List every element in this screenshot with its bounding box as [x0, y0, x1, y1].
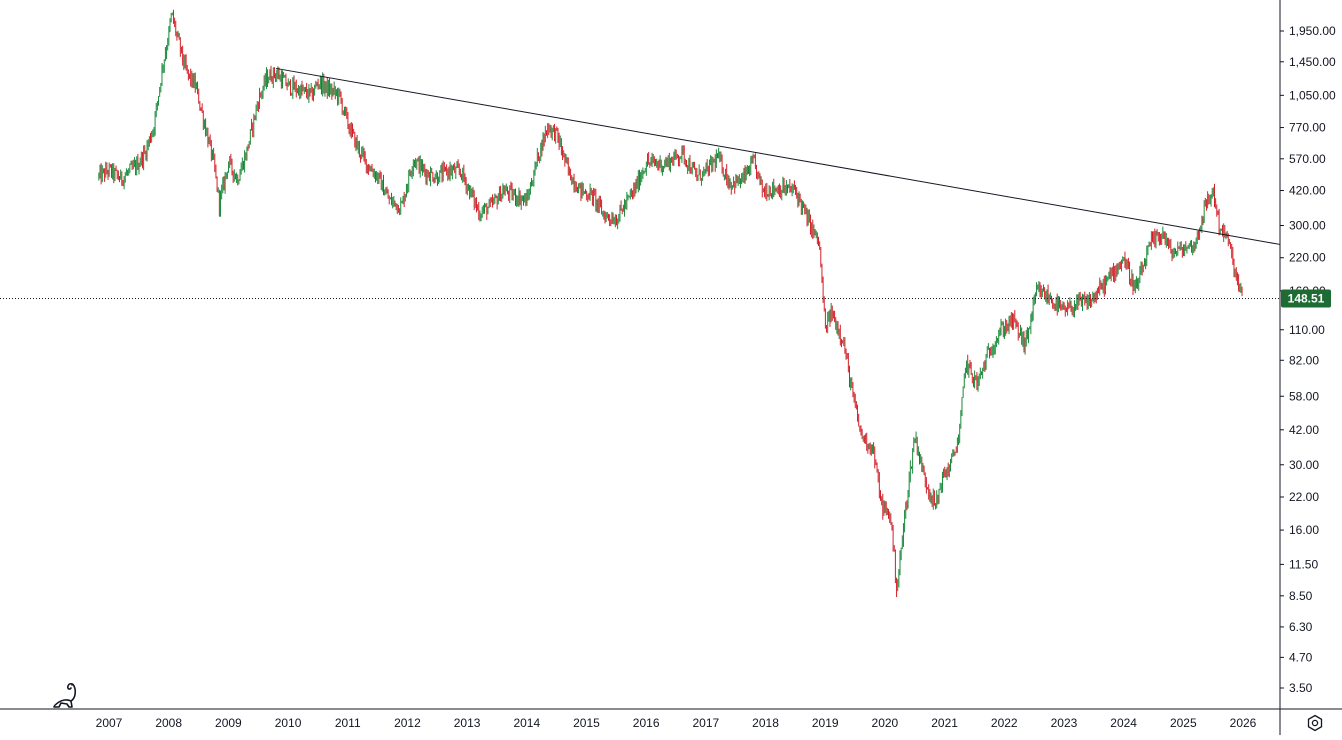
- y-tick-label[interactable]: 82.00: [1289, 353, 1319, 367]
- y-tick-label[interactable]: 6.30: [1289, 620, 1313, 634]
- x-tick-label[interactable]: 2025: [1170, 716, 1197, 730]
- y-tick-label[interactable]: 1,950.00: [1289, 24, 1336, 38]
- chart-settings-icon[interactable]: [1306, 714, 1324, 732]
- y-tick-label[interactable]: 22.00: [1289, 490, 1319, 504]
- x-tick-label[interactable]: 2010: [275, 716, 302, 730]
- y-axis-ticks[interactable]: 1,950.00 1,450.00 1,050.00 770.00 570.00 420.…: [1280, 24, 1336, 695]
- x-tick-label[interactable]: 2018: [752, 716, 779, 730]
- x-tick-label[interactable]: 2009: [215, 716, 242, 730]
- y-tick-label[interactable]: 58.00: [1289, 389, 1319, 403]
- y-tick-label[interactable]: 570.00: [1289, 152, 1326, 166]
- x-tick-label[interactable]: 2014: [513, 716, 540, 730]
- x-tick-label[interactable]: 2023: [1051, 716, 1078, 730]
- x-tick-label[interactable]: 2024: [1110, 716, 1137, 730]
- last-price-label-group: 148.51: [1281, 289, 1331, 308]
- x-tick-label[interactable]: 2017: [692, 716, 719, 730]
- x-tick-label[interactable]: 2011: [335, 716, 361, 730]
- y-tick-label[interactable]: 4.70: [1289, 650, 1313, 664]
- y-tick-label[interactable]: 3.50: [1289, 681, 1313, 695]
- y-tick-label[interactable]: 11.50: [1289, 557, 1318, 571]
- x-tick-label[interactable]: 2026: [1230, 716, 1257, 730]
- x-tick-label[interactable]: 2012: [394, 716, 421, 730]
- y-tick-label[interactable]: 420.00: [1289, 184, 1326, 198]
- y-tick-label[interactable]: 30.00: [1289, 458, 1319, 472]
- y-tick-label[interactable]: 16.00: [1289, 523, 1319, 537]
- x-tick-label[interactable]: 2007: [96, 716, 123, 730]
- y-tick-label[interactable]: 110.00: [1289, 323, 1325, 337]
- x-tick-label[interactable]: 2019: [812, 716, 839, 730]
- trendline[interactable]: [276, 67, 1281, 245]
- dinosaur-logo-icon[interactable]: [50, 680, 82, 710]
- candles-group: [98, 9, 1243, 598]
- x-tick-label[interactable]: 2021: [931, 716, 958, 730]
- x-tick-label[interactable]: 2016: [633, 716, 660, 730]
- x-tick-label[interactable]: 2015: [573, 716, 600, 730]
- y-tick-label[interactable]: 1,050.00: [1289, 88, 1336, 102]
- x-axis-ticks[interactable]: 2007 2008 2009 2010 2011 2012 2013 2014 2015 2016…: [96, 716, 1257, 730]
- last-price-label: 148.51: [1288, 292, 1325, 306]
- x-tick-label[interactable]: 2008: [155, 716, 182, 730]
- y-tick-label[interactable]: 770.00: [1289, 121, 1326, 135]
- last-price-badge: [1281, 289, 1331, 308]
- y-tick-label[interactable]: 220.00: [1289, 251, 1326, 265]
- y-tick-label[interactable]: 1,450.00: [1289, 55, 1336, 69]
- x-tick-label[interactable]: 2022: [991, 716, 1018, 730]
- y-tick-label[interactable]: 300.00: [1289, 218, 1326, 232]
- y-tick-label[interactable]: 42.00: [1289, 423, 1319, 437]
- y-tick-label[interactable]: 8.50: [1289, 589, 1313, 603]
- x-tick-label[interactable]: 2020: [872, 716, 899, 730]
- x-tick-label[interactable]: 2013: [454, 716, 481, 730]
- trendline-group: [276, 67, 1281, 245]
